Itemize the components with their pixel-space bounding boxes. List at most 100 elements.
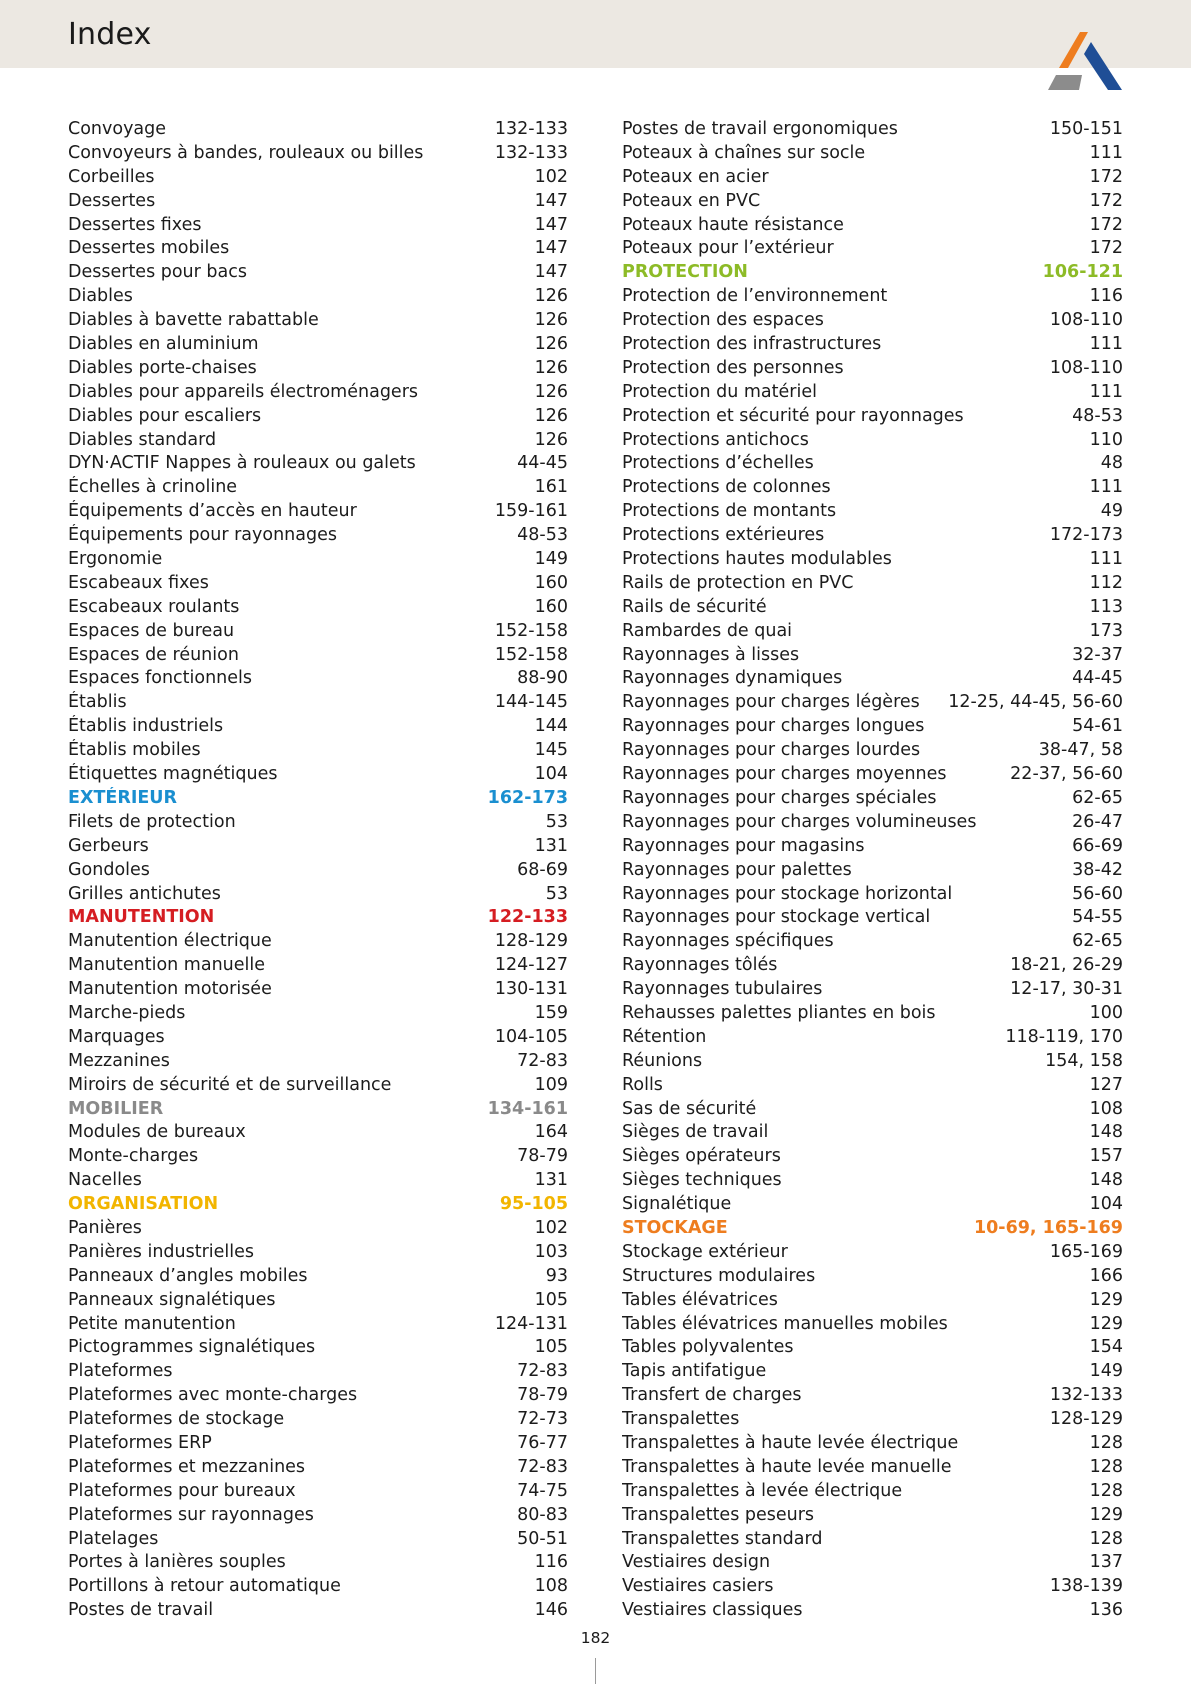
index-page-ref: 130-131 (494, 979, 568, 1000)
index-category-row: ORGANISATION 95-105 (68, 1193, 568, 1217)
index-page-ref: 144 (534, 716, 568, 737)
index-entry: Gerbeurs 131 (68, 835, 568, 859)
index-term: Plateformes pour bureaux (68, 1480, 296, 1501)
index-category-label: PROTECTION (622, 262, 748, 283)
index-term: Étiquettes magnétiques (68, 764, 278, 785)
index-term: Rayonnages pour stockage horizontal (622, 883, 953, 904)
index-term: Transpalettes standard (622, 1528, 823, 1549)
index-term: Transpalettes à levée électrique (622, 1480, 903, 1501)
index-entry: Plateformes 72-83 (68, 1360, 568, 1384)
index-entry: Rambardes de quai 173 (622, 620, 1123, 644)
index-term: Plateformes de stockage (68, 1409, 285, 1430)
index-entry: Sas de sécurité 108 (622, 1098, 1123, 1122)
index-page-ref: 116 (1089, 286, 1123, 307)
index-term: Poteaux en PVC (622, 190, 761, 211)
index-entry: Sièges de travail 148 (622, 1121, 1123, 1145)
index-page-ref: 150-151 (1049, 119, 1123, 139)
index-page-ref: 128 (1089, 1528, 1123, 1549)
index-page-ref: 126 (534, 381, 568, 402)
index-term: Mezzanines (68, 1050, 170, 1071)
index-page-ref: 108 (534, 1576, 568, 1597)
index-page-ref: 104-105 (494, 1026, 568, 1047)
index-entry: Rayonnages pour palettes 38-42 (622, 859, 1123, 883)
index-term: Rails de protection en PVC (622, 572, 854, 593)
index-page-ref: 157 (1089, 1146, 1123, 1167)
page-divider (595, 1658, 596, 1684)
index-term: Rolls (622, 1074, 663, 1095)
index-term: DYN·ACTIF Nappes à rouleaux ou galets (68, 453, 416, 474)
index-term: Espaces de bureau (68, 620, 235, 641)
index-page-ref: 111 (1089, 142, 1123, 163)
index-entry: Dessertes pour bacs 147 (68, 261, 568, 285)
index-term: Diables à bavette rabattable (68, 310, 319, 331)
index-entry: Rayonnages spécifiques 62-65 (622, 930, 1123, 954)
index-page-ref: 152-158 (494, 644, 568, 665)
index-entry: Protections antichocs 110 (622, 429, 1123, 453)
index-entry: Rayonnages pour magasins 66-69 (622, 835, 1123, 859)
index-page-ref: 129 (1089, 1504, 1123, 1525)
index-term: Modules de bureaux (68, 1122, 246, 1143)
index-term: Protection des espaces (622, 310, 824, 331)
index-entry: Protections hautes modulables 111 (622, 548, 1123, 572)
index-entry: Plateformes pour bureaux 74-75 (68, 1480, 568, 1504)
index-term: Établis mobiles (68, 740, 201, 761)
index-entry: Tables élévatrices 129 (622, 1289, 1123, 1313)
index-page-ref: 62-65 (1072, 787, 1123, 808)
index-entry: Protection et sécurité pour rayonnages 48… (622, 405, 1123, 429)
index-term: Transpalettes à haute levée électrique (622, 1432, 959, 1453)
index-term: Marche-pieds (68, 1002, 186, 1023)
index-page-ref: 164 (534, 1122, 568, 1143)
index-entry: Plateformes ERP 76-77 (68, 1432, 568, 1456)
index-term: Panières (68, 1217, 142, 1238)
index-term: Protections de montants (622, 501, 837, 522)
index-page-ref: 172-173 (1049, 525, 1123, 546)
index-page-ref: 162-173 (487, 787, 568, 808)
index-page-ref: 48-53 (517, 525, 568, 546)
index-entry: Équipements pour rayonnages 48-53 (68, 524, 568, 548)
index-page-ref: 172 (1089, 238, 1123, 259)
index-page-ref: 12-17, 30-31 (1010, 979, 1123, 1000)
index-page-ref: 128-129 (1049, 1409, 1123, 1430)
index-entry: Vestiaires classiques 136 (622, 1599, 1123, 1623)
index-term: Rayonnages tubulaires (622, 979, 823, 1000)
index-page-ref: 159-161 (494, 501, 568, 522)
index-term: Espaces fonctionnels (68, 668, 253, 689)
index-term: Sièges de travail (622, 1122, 769, 1143)
index-entry: Rayonnages dynamiques 44-45 (622, 667, 1123, 691)
index-term: Escabeaux fixes (68, 572, 209, 593)
index-entry: Postes de travail ergonomiques 150-151 (622, 118, 1123, 142)
index-entry: Structures modulaires 166 (622, 1265, 1123, 1289)
index-term: Stockage extérieur (622, 1241, 788, 1262)
index-term: Nacelles (68, 1170, 142, 1191)
index-term: Rayonnages pour palettes (622, 859, 852, 880)
index-page-ref: 116 (534, 1552, 568, 1573)
index-page-ref: 49 (1100, 501, 1123, 522)
index-entry: Poteaux en PVC 172 (622, 190, 1123, 214)
index-page-ref: 148 (1089, 1170, 1123, 1191)
index-entry: Étiquettes magnétiques 104 (68, 763, 568, 787)
index-page-ref: 10-69, 165-169 (973, 1217, 1123, 1238)
index-term: Tapis antifatigue (622, 1361, 767, 1382)
index-page-ref: 93 (545, 1265, 568, 1286)
index-entry: Diables 126 (68, 285, 568, 309)
index-entry: Vestiaires design 137 (622, 1551, 1123, 1575)
index-entry: Protection du matériel 111 (622, 381, 1123, 405)
index-page-ref: 122-133 (487, 907, 568, 928)
index-entry: Portes à lanières souples 116 (68, 1551, 568, 1575)
index-page-ref: 128 (1089, 1432, 1123, 1453)
index-entry: Marquages 104-105 (68, 1026, 568, 1050)
index-term: Plateformes ERP (68, 1432, 212, 1453)
index-entry: Équipements d’accès en hauteur 159-161 (68, 500, 568, 524)
index-term: Diables standard (68, 429, 217, 450)
index-entry: Transpalettes à haute levée manuelle 128 (622, 1456, 1123, 1480)
index-page-ref: 111 (1089, 549, 1123, 570)
index-entry: Portillons à retour automatique 108 (68, 1575, 568, 1599)
index-term: Rayonnages pour charges longues (622, 716, 925, 737)
index-term: Poteaux pour l’extérieur (622, 238, 834, 259)
index-page-ref: 54-61 (1072, 716, 1123, 737)
index-page-ref: 110 (1089, 429, 1123, 450)
index-page-ref: 108 (1089, 1098, 1123, 1119)
index-page-ref: 109 (534, 1074, 568, 1095)
index-entry: Petite manutention 124-131 (68, 1313, 568, 1337)
index-page-ref: 38-42 (1072, 859, 1123, 880)
